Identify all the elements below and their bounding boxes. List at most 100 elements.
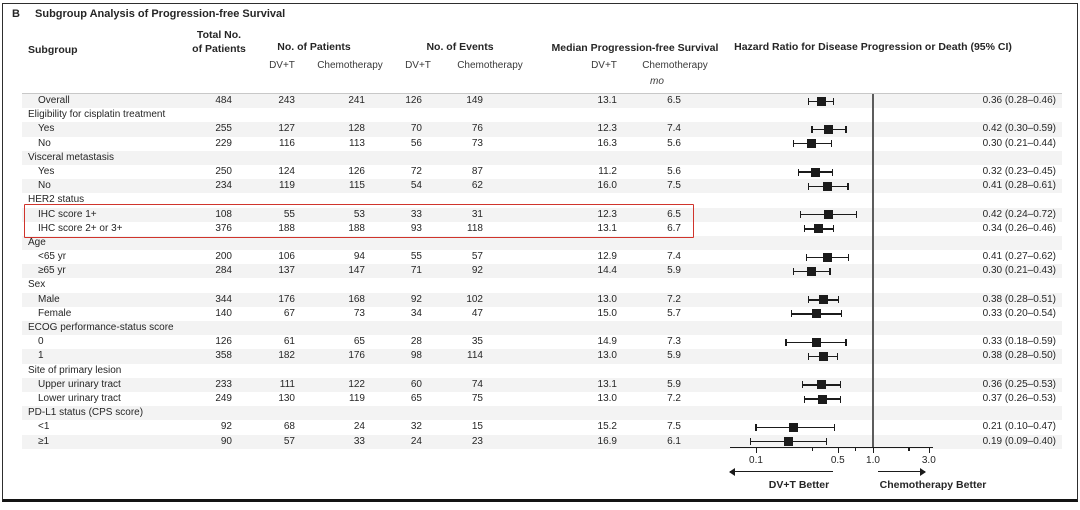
median-chemo-value	[617, 278, 681, 292]
dvt-better-label: DV+T Better	[768, 479, 830, 491]
patients-chemo-value: 241	[348, 95, 365, 106]
patients-chemo-value: 122	[348, 378, 365, 390]
forest-plot-cell	[681, 278, 958, 292]
hazard-ratio-text	[958, 364, 1058, 378]
total-patients-value	[178, 193, 232, 207]
ci-left-cap	[797, 168, 799, 176]
dvt-better-arrow	[729, 467, 833, 476]
ci-left-cap	[807, 182, 809, 190]
patients-chemo-value: 53	[353, 208, 365, 220]
subgroup-label: HER2 status	[28, 194, 85, 206]
hr-point-marker	[816, 96, 826, 106]
median-dvt-value	[483, 151, 617, 165]
ci-right-cap	[847, 182, 849, 190]
median-dvt-value	[483, 278, 617, 292]
hazard-ratio-text: 0.21 (0.10–0.47)	[982, 421, 1056, 433]
median-dvt-value: 13.0	[597, 350, 617, 362]
patients-dvt-value	[232, 278, 295, 292]
hr-point-marker	[823, 252, 833, 262]
column-header-no-of-patients: No. of Patients	[277, 41, 351, 53]
hr-point-marker	[816, 380, 826, 390]
hazard-ratio-text: 0.41 (0.28–0.61)	[982, 180, 1056, 192]
patients-dvt-value	[232, 193, 295, 207]
patients-dvt-value: 68	[283, 421, 295, 433]
subgroup-label: Sex	[28, 279, 46, 291]
hr-point-marker	[789, 422, 799, 432]
forest-plot-cell	[681, 349, 958, 363]
ci-right-cap	[829, 267, 831, 275]
median-chemo-value: 7.3	[667, 336, 681, 348]
table-row: 0 126 61 65 28 35 14.9 7.3 0.33 (0.18–0.59)	[22, 335, 1062, 349]
table-row: HER2 status	[22, 193, 1062, 207]
events-chemo-value: 35	[471, 336, 483, 348]
events-chemo-value: 114	[467, 350, 483, 362]
median-dvt-value: 16.0	[597, 180, 617, 192]
ci-right-cap	[825, 438, 828, 446]
median-chemo-value: 6.7	[667, 222, 681, 234]
patients-chemo-value: 115	[349, 180, 365, 192]
events-dvt-value: 34	[410, 307, 422, 319]
chemotherapy-better-label: Chemotherapy Better	[879, 479, 987, 491]
hr-point-marker	[817, 394, 827, 404]
events-dvt-value: 24	[410, 435, 422, 447]
table-row: PD-L1 status (CPS score)	[22, 406, 1062, 421]
subgroup-label: IHC score 1+	[38, 208, 97, 220]
hr-point-marker	[812, 337, 822, 347]
median-chemo-value: 7.4	[667, 123, 681, 135]
events-chemo-value	[422, 364, 483, 378]
total-patients-value: 200	[215, 251, 232, 263]
total-patients-value: 358	[215, 350, 232, 362]
patients-dvt-value: 111	[279, 378, 295, 390]
median-chemo-value: 6.1	[667, 435, 681, 447]
patients-chemo-value: 176	[348, 350, 365, 362]
reference-line-hr-1	[872, 93, 874, 448]
forest-plot-cell	[681, 193, 958, 207]
median-chemo-value: 7.2	[667, 392, 681, 404]
total-patients-value	[178, 151, 232, 165]
subgroup-label: Age	[28, 236, 46, 248]
median-dvt-value	[483, 193, 617, 207]
ci-right-cap	[840, 395, 842, 403]
patients-chemo-value	[295, 364, 365, 378]
ci-right-cap	[840, 381, 842, 389]
patients-dvt-value	[232, 364, 295, 378]
hr-point-marker	[824, 210, 834, 220]
events-chemo-value: 62	[471, 180, 483, 192]
patients-chemo-value	[295, 321, 365, 335]
events-dvt-value	[365, 321, 422, 335]
patients-dvt-value: 61	[283, 336, 295, 348]
hr-point-marker	[812, 309, 822, 319]
ci-left-cap	[792, 267, 795, 275]
forest-plot-cell	[681, 420, 958, 434]
events-dvt-value: 28	[410, 336, 422, 348]
subgroup-label: Upper urinary tract	[38, 378, 121, 390]
subgroup-label: PD-L1 status (CPS score)	[28, 407, 144, 419]
median-chemo-value: 5.6	[667, 137, 681, 149]
patients-chemo-value: 65	[353, 336, 365, 348]
median-dvt-value	[483, 406, 617, 420]
patients-chemo-value: 168	[348, 293, 365, 305]
patients-dvt-value: 116	[279, 137, 295, 149]
subgroup-label: Visceral metastasis	[28, 151, 114, 163]
ci-right-cap	[831, 168, 834, 176]
median-dvt-value: 13.0	[597, 293, 617, 305]
patients-dvt-value	[232, 321, 295, 335]
column-header-hazard-ratio: Hazard Ratio for Disease Progression or …	[734, 41, 1012, 53]
median-dvt-value: 14.4	[597, 265, 617, 277]
events-chemo-value: 23	[471, 435, 483, 447]
axis-minor-tick	[908, 448, 910, 452]
hazard-ratio-text: 0.34 (0.26–0.46)	[982, 222, 1056, 234]
ci-left-cap	[803, 395, 806, 403]
events-dvt-value	[365, 108, 422, 122]
events-chemo-value: 75	[471, 392, 483, 404]
total-patients-value: 344	[215, 293, 232, 305]
total-patients-value: 250	[215, 165, 232, 177]
patients-chemo-value: 73	[353, 307, 365, 319]
events-chemo-value: 87	[471, 165, 483, 177]
events-chemo-value: 74	[471, 378, 483, 390]
events-chemo-value: 118	[467, 222, 483, 234]
patients-dvt-value: 106	[278, 251, 295, 263]
patients-dvt-value: 124	[278, 165, 295, 177]
median-chemo-value: 6.5	[667, 95, 681, 106]
ci-left-cap	[811, 125, 813, 133]
